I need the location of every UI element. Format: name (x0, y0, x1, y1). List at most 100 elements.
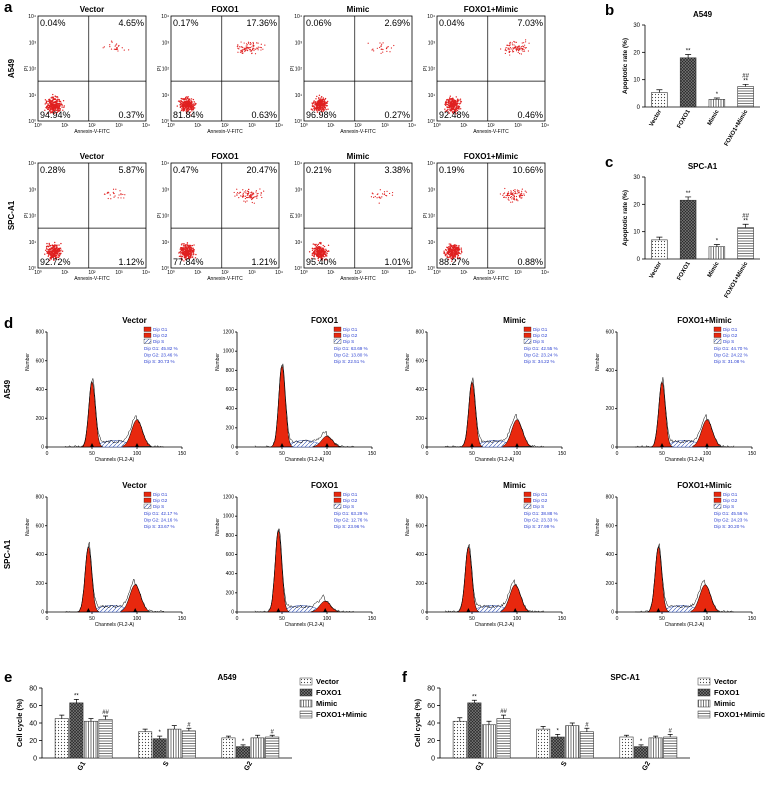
dot (316, 95, 318, 98)
y-tick-label: 800 (36, 495, 45, 501)
dot (191, 256, 194, 258)
y-axis-label: PI (290, 213, 296, 218)
dot (186, 97, 189, 100)
dot (517, 45, 519, 48)
dot (452, 249, 454, 251)
dot (509, 42, 511, 44)
dot (510, 196, 512, 198)
y-tick-label: 400 (416, 387, 425, 393)
x-tick-label: FOXO1 (676, 108, 692, 129)
dots (310, 42, 395, 115)
dot (51, 248, 54, 250)
legend-swatch (697, 699, 711, 708)
dot (185, 247, 187, 249)
dot (322, 249, 324, 251)
legend-label: FOXO1 (714, 688, 739, 697)
dot (316, 111, 319, 113)
dot (444, 253, 446, 255)
dot (510, 192, 512, 195)
dot (248, 42, 250, 44)
dot (314, 103, 316, 106)
dot (52, 250, 55, 252)
dot (256, 195, 259, 197)
dot (521, 42, 523, 44)
dot (253, 196, 255, 198)
dot (449, 104, 451, 107)
dot (260, 43, 262, 45)
dot (503, 192, 506, 194)
dot (251, 49, 253, 52)
y-tick-label: 400 (226, 571, 235, 577)
y-tick-label: 800 (416, 495, 425, 501)
dot (116, 43, 118, 45)
y-tick-label: 10³ (428, 40, 436, 46)
dot (254, 53, 257, 55)
dot (249, 46, 252, 49)
dot (315, 108, 318, 111)
y-tick-label: 10¹ (29, 93, 37, 99)
dot (113, 192, 115, 195)
x-tick-label: 150 (748, 616, 757, 622)
y-tick-label: 10¹ (162, 240, 170, 246)
y-tick-label: 800 (416, 330, 425, 336)
error-bar (103, 715, 109, 720)
dot (240, 195, 242, 197)
x-tick-label: 100 (703, 616, 712, 622)
chart-title: A549 (693, 10, 713, 19)
x-axis-label: Channels (FL2-A) (665, 622, 705, 628)
cycle-stat: Dip G2: 24.16 % (144, 518, 178, 523)
dot (319, 242, 321, 245)
dot (188, 254, 190, 256)
bar (83, 720, 98, 759)
x-axis-label: Channels (FL2-A) (95, 622, 135, 628)
dot (107, 191, 109, 193)
dot (116, 48, 119, 50)
dot (509, 47, 512, 49)
x-tick-label: 0 (426, 616, 429, 622)
dot (374, 195, 376, 198)
y-tick-label: 10¹ (428, 93, 436, 99)
dot (455, 104, 457, 106)
dot (453, 249, 456, 252)
y-tick-label: 0 (33, 756, 37, 763)
y-tick-label: 0 (431, 756, 435, 763)
legend-swatch (143, 332, 152, 338)
dot (459, 108, 462, 110)
dot (381, 193, 384, 195)
dot (319, 106, 322, 109)
dot (382, 48, 384, 51)
dot (514, 199, 516, 201)
error-bar (569, 722, 575, 726)
y-tick-label: 10¹ (295, 240, 303, 246)
dot (54, 98, 57, 100)
dot (314, 109, 316, 111)
bar (737, 227, 754, 260)
x-axis-label: Annexin-V-FITC (207, 129, 243, 135)
x-tick-label: 10⁰ (433, 123, 441, 129)
dot (184, 248, 186, 251)
dot (102, 47, 104, 49)
bar (152, 738, 167, 759)
dot (506, 44, 508, 46)
x-tick-label: 10² (88, 123, 96, 129)
dot (242, 192, 244, 195)
dot (106, 192, 108, 194)
y-tick-label: 10³ (428, 187, 436, 193)
dot (508, 199, 510, 201)
legend-label: Dip S (153, 504, 164, 509)
significance: * (716, 92, 719, 98)
peak-marker (513, 608, 518, 612)
dot (262, 48, 264, 50)
dot (187, 109, 189, 112)
dot (514, 188, 516, 191)
legend-label: Dip G2 (723, 333, 738, 338)
dot (189, 246, 191, 248)
plot-title: FOXO1 (211, 5, 239, 14)
x-tick-label: 100 (323, 616, 332, 622)
dot (52, 254, 55, 256)
dot (326, 252, 328, 255)
dot (256, 42, 258, 44)
dot (510, 190, 512, 192)
x-tick-label: 150 (178, 451, 187, 457)
dot (447, 248, 449, 251)
